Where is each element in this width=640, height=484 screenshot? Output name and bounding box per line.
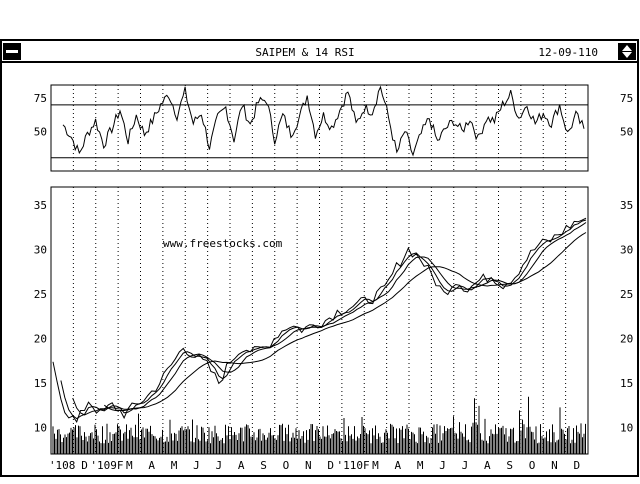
x-axis-label: A [484,459,491,472]
window-title: SAIPEM & 14 RSI [255,46,354,59]
x-axis-label: A [394,459,401,472]
price-tick-label: 35 [620,199,633,212]
price-tick-label: 15 [34,377,47,390]
x-axis-label: S [260,459,267,472]
rsi-tick-label: 75 [34,92,47,105]
x-axis-label: M [417,459,424,472]
x-axis-label: D [81,459,88,472]
x-axis-label: M [126,459,133,472]
price-tick-label: 20 [620,332,633,345]
rsi-tick-label: 50 [620,125,633,138]
x-axis-label: D [327,459,334,472]
price-tick-label: 30 [620,243,633,256]
moving-average-line [72,222,587,416]
x-axis-label: S [506,459,513,472]
rsi-tick-label: 50 [34,125,47,138]
rsi-tick-label: 75 [620,92,633,105]
price-tick-label: 10 [34,421,47,434]
x-axis-label: '110F [337,459,370,472]
x-axis-label: '109F [90,459,123,472]
price-tick-label: 25 [34,288,47,301]
x-axis-label: O [529,459,536,472]
window-date: 12-09-110 [538,46,598,59]
rsi-reference-lines [51,104,588,159]
x-axis-label: N [305,459,312,472]
rsi-ticks-right: 75 50 [620,92,633,138]
price-tick-label: 20 [34,332,47,345]
price-tick-label: 35 [34,199,47,212]
price-tick-label: 25 [620,288,633,301]
price-tick-label: 30 [34,243,47,256]
price-tick-label: 15 [620,377,633,390]
moving-average-line [104,232,587,412]
rsi-series-line [62,85,585,157]
x-axis-label: M [372,459,379,472]
moving-average-lines [60,219,587,420]
x-axis-label: A [238,459,245,472]
price-ticks-left: 35 30 25 20 15 10 [34,199,47,434]
volume-bars [52,396,586,454]
price-series-line [52,217,587,424]
system-menu-icon[interactable] [3,43,21,60]
x-axis-labels: '108 D '109F M A M J J A S O N D '110F M A M J J A S O N D [49,459,580,472]
x-axis-label: J [193,459,200,472]
scroll-up-down-icon[interactable] [618,43,636,60]
x-axis-label: O [283,459,290,472]
price-tick-label: 10 [620,421,633,434]
x-axis-label: A [148,459,155,472]
x-axis-label: N [551,459,558,472]
x-axis-label: D [573,459,580,472]
x-axis-label: J [462,459,469,472]
x-axis-label: J [439,459,446,472]
rsi-ticks-left: 75 50 [34,92,47,138]
x-axis-label: J [215,459,222,472]
x-axis-label: M [171,459,178,472]
price-ticks-right: 35 30 25 20 15 10 [620,199,633,434]
watermark-text: www.freestocks.com [163,237,283,250]
x-axis-label: '108 [49,459,76,472]
